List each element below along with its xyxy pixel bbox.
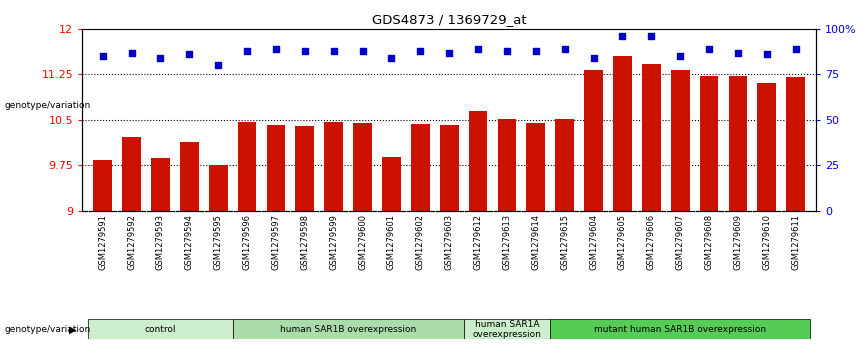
Bar (382, 157, 401, 211)
Text: GSM1279615: GSM1279615 (560, 214, 569, 270)
FancyBboxPatch shape (233, 319, 464, 339)
Point (674, 53, 687, 59)
Text: GSM1279598: GSM1279598 (300, 214, 309, 270)
Point (615, 33, 629, 39)
Point (587, 55, 601, 61)
FancyBboxPatch shape (89, 319, 233, 339)
Point (413, 48, 427, 54)
Text: GSM1279600: GSM1279600 (358, 214, 367, 270)
Bar (325, 122, 343, 211)
Point (356, 48, 370, 54)
Text: control: control (145, 325, 176, 334)
Point (558, 46, 572, 52)
Bar (584, 70, 603, 211)
Text: GSM1279592: GSM1279592 (127, 214, 136, 270)
Text: GSM1279595: GSM1279595 (214, 214, 223, 270)
Text: GSM1279602: GSM1279602 (416, 214, 424, 270)
Bar (209, 165, 227, 211)
Bar (700, 76, 719, 211)
Point (529, 48, 542, 54)
Point (125, 50, 139, 56)
Text: GSM1279608: GSM1279608 (705, 214, 713, 270)
Bar (93, 160, 112, 211)
Text: GSM1279605: GSM1279605 (618, 214, 627, 270)
Title: GDS4873 / 1369729_at: GDS4873 / 1369729_at (372, 13, 527, 26)
Text: GSM1279607: GSM1279607 (675, 214, 685, 270)
Bar (411, 124, 430, 211)
Point (644, 33, 658, 39)
Point (500, 48, 514, 54)
Bar (526, 123, 545, 211)
Text: GSM1279612: GSM1279612 (474, 214, 483, 270)
Text: GSM1279593: GSM1279593 (156, 214, 165, 270)
Point (298, 48, 312, 54)
Text: human SAR1B overexpression: human SAR1B overexpression (280, 325, 417, 334)
Point (326, 48, 340, 54)
Point (760, 52, 773, 57)
Text: genotype/variation: genotype/variation (4, 101, 90, 110)
Text: genotype/variation: genotype/variation (4, 325, 90, 334)
Text: GSM1279611: GSM1279611 (792, 214, 800, 270)
Text: GSM1279601: GSM1279601 (387, 214, 396, 270)
Text: mutant human SAR1B overexpression: mutant human SAR1B overexpression (594, 325, 766, 334)
Bar (556, 119, 574, 211)
Point (269, 46, 283, 52)
FancyBboxPatch shape (464, 319, 550, 339)
Point (95, 53, 109, 59)
Bar (758, 83, 776, 211)
Bar (266, 125, 286, 211)
Text: GSM1279603: GSM1279603 (444, 214, 454, 270)
Bar (497, 119, 516, 211)
Text: GSM1279614: GSM1279614 (531, 214, 540, 270)
Point (154, 55, 168, 61)
Point (211, 62, 225, 68)
Bar (295, 126, 314, 211)
Text: GSM1279609: GSM1279609 (733, 214, 742, 270)
Bar (440, 125, 458, 211)
Point (789, 46, 803, 52)
Bar (671, 70, 689, 211)
Bar (728, 76, 747, 211)
Bar (353, 123, 372, 211)
Text: GSM1279610: GSM1279610 (762, 214, 772, 270)
Point (240, 48, 254, 54)
Text: GSM1279594: GSM1279594 (185, 214, 194, 270)
Text: GSM1279604: GSM1279604 (589, 214, 598, 270)
Bar (180, 142, 199, 211)
Bar (151, 158, 170, 211)
Bar (238, 122, 256, 211)
Bar (642, 64, 661, 211)
Text: GSM1279599: GSM1279599 (329, 214, 339, 270)
Point (471, 46, 485, 52)
Point (731, 50, 745, 56)
Text: GSM1279596: GSM1279596 (242, 214, 252, 270)
Text: human SAR1A
overexpression: human SAR1A overexpression (472, 320, 542, 339)
Text: GSM1279606: GSM1279606 (647, 214, 656, 270)
Bar (469, 111, 488, 211)
Text: GSM1279597: GSM1279597 (272, 214, 280, 270)
FancyBboxPatch shape (550, 319, 810, 339)
Text: ▶: ▶ (69, 325, 76, 334)
Point (182, 52, 196, 57)
Bar (122, 137, 141, 211)
Bar (786, 77, 806, 211)
Point (702, 46, 716, 52)
Text: GSM1279591: GSM1279591 (98, 214, 107, 270)
Bar (613, 56, 632, 211)
Point (385, 55, 398, 61)
Point (442, 50, 456, 56)
Text: GSM1279613: GSM1279613 (503, 214, 511, 270)
